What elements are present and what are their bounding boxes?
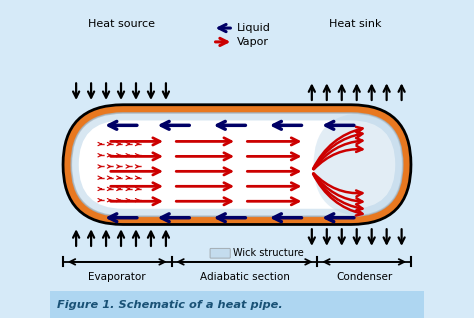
Text: Wick structure: Wick structure — [233, 248, 303, 258]
Text: Adiabatic section: Adiabatic section — [200, 272, 290, 282]
Text: Vapor: Vapor — [237, 37, 269, 47]
Text: Figure 1. Schematic of a heat pipe.: Figure 1. Schematic of a heat pipe. — [57, 300, 283, 309]
FancyBboxPatch shape — [50, 291, 424, 318]
FancyBboxPatch shape — [313, 113, 403, 216]
FancyBboxPatch shape — [210, 248, 230, 258]
FancyBboxPatch shape — [71, 113, 403, 216]
FancyBboxPatch shape — [63, 105, 411, 225]
Text: Liquid: Liquid — [237, 23, 271, 33]
Text: Heat sink: Heat sink — [328, 19, 381, 29]
FancyBboxPatch shape — [79, 121, 395, 209]
FancyBboxPatch shape — [71, 113, 403, 216]
Text: Evaporator: Evaporator — [89, 272, 146, 282]
Text: Heat source: Heat source — [88, 19, 155, 29]
Text: Condenser: Condenser — [336, 272, 392, 282]
